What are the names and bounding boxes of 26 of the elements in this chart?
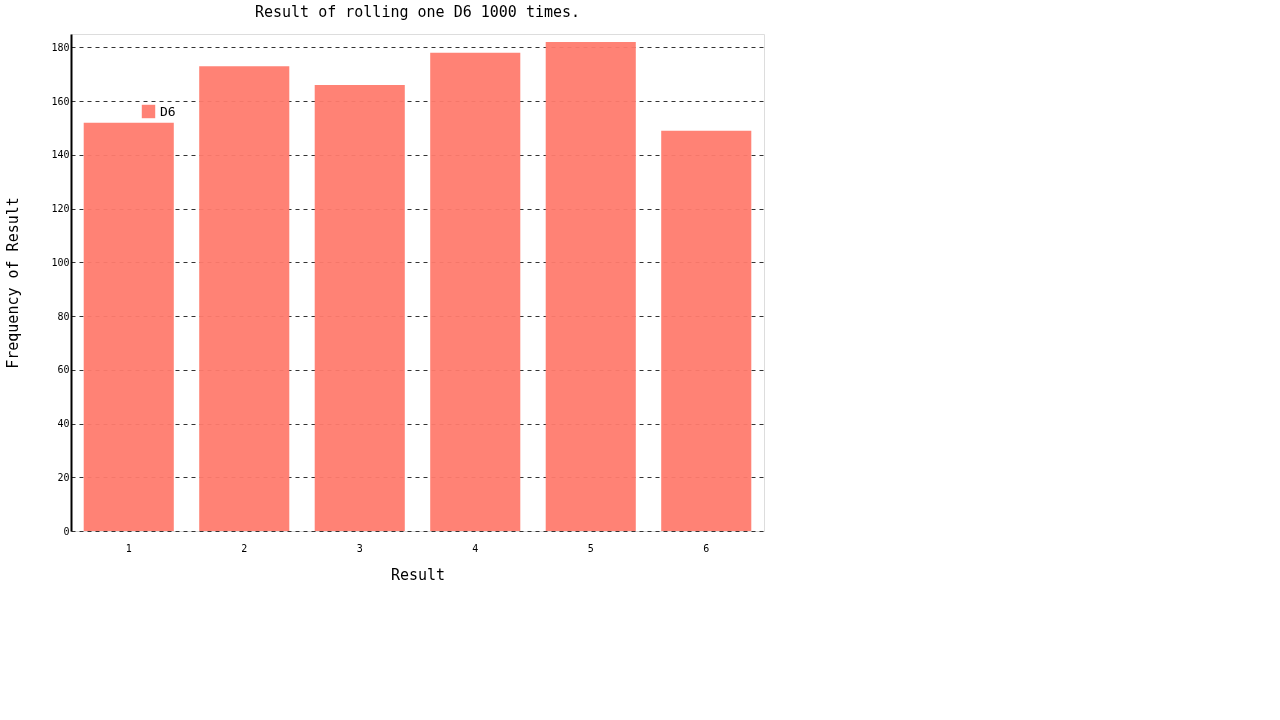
y-tick-label: 60 [57, 364, 70, 376]
bar [545, 42, 636, 531]
x-tick-label: 6 [703, 542, 710, 554]
y-axis-title: Frequency of Result [4, 197, 23, 369]
x-tick-label: 2 [241, 542, 248, 554]
y-tick-label: 180 [51, 41, 70, 53]
bar [199, 66, 290, 531]
y-tick-label: 140 [51, 149, 70, 161]
bar [83, 122, 174, 531]
bar [661, 130, 752, 531]
y-tick-label: 40 [57, 418, 70, 430]
x-tick-label: 4 [472, 542, 479, 554]
legend-label: D6 [160, 103, 176, 119]
y-tick-label: 160 [51, 95, 70, 107]
x-tick-label: 1 [125, 542, 132, 554]
y-tick-label: 100 [51, 256, 70, 268]
y-tick-label: 80 [57, 310, 70, 322]
y-tick-label: 20 [57, 471, 70, 483]
x-axis-title: Result [390, 565, 446, 584]
chart-title: Result of rolling one D6 1000 times. [254, 3, 581, 21]
y-tick-label: 0 [63, 525, 70, 537]
x-tick-label: 5 [587, 542, 594, 554]
bar [430, 52, 521, 531]
bar [314, 85, 405, 531]
y-tick-label: 120 [51, 203, 70, 215]
x-tick-label: 3 [356, 542, 363, 554]
